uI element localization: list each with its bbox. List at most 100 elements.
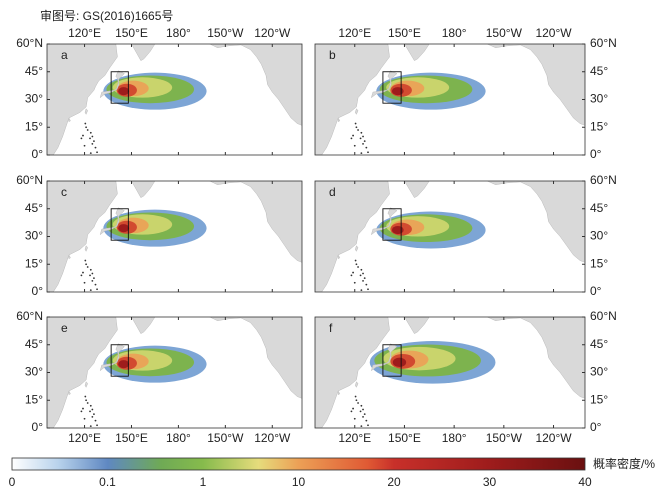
- lat-label: 0°: [590, 284, 602, 298]
- island: [85, 263, 88, 266]
- island: [359, 274, 362, 277]
- colorbar-tick-label: 1: [200, 475, 207, 489]
- land: [404, 44, 430, 61]
- colorbar-tick-label: 0: [9, 475, 16, 489]
- island: [350, 137, 353, 140]
- map-panel: [47, 317, 302, 428]
- lat-label: 60°N: [16, 36, 43, 50]
- map-panel: [47, 181, 302, 292]
- land: [337, 117, 341, 123]
- island: [96, 288, 98, 291]
- approval-number: 审图号: GS(2016)1665号: [40, 8, 173, 23]
- land: [354, 108, 359, 115]
- island: [86, 266, 89, 268]
- lon-label: 150°W: [207, 26, 244, 40]
- colorbar-tick-label: 10: [292, 475, 306, 489]
- lon-label: 180°: [442, 431, 467, 445]
- island: [93, 413, 95, 416]
- land: [131, 181, 156, 198]
- source-box: [382, 71, 402, 104]
- island: [89, 137, 91, 140]
- probability-region: [392, 87, 404, 96]
- island: [362, 408, 364, 411]
- lon-label: 120°W: [254, 431, 291, 445]
- lat-label: 0°: [590, 420, 602, 434]
- island: [93, 277, 95, 280]
- land: [47, 44, 118, 155]
- island: [360, 152, 363, 155]
- land: [99, 343, 125, 372]
- lat-label: 60°N: [590, 309, 617, 323]
- island: [91, 272, 94, 275]
- island: [357, 266, 359, 268]
- island: [89, 289, 92, 292]
- lat-label: 15°: [25, 256, 43, 270]
- island: [359, 410, 362, 413]
- land: [487, 44, 585, 126]
- lon-label: 120°W: [254, 26, 291, 40]
- colorbar-tick-label: 20: [387, 475, 401, 489]
- map-panel: [315, 44, 585, 155]
- land: [487, 317, 585, 399]
- island: [86, 402, 89, 404]
- land: [209, 181, 302, 263]
- lon-label: 120°E: [68, 26, 101, 40]
- island: [91, 280, 94, 282]
- lat-label: 45°: [25, 337, 43, 351]
- island: [89, 410, 91, 413]
- island: [82, 271, 84, 274]
- island: [89, 268, 92, 271]
- island: [355, 263, 358, 266]
- island: [350, 410, 353, 413]
- lat-label: 60°N: [16, 173, 43, 187]
- island: [352, 407, 354, 410]
- lon-label: 150°E: [115, 431, 148, 445]
- source-box: [110, 71, 129, 104]
- island: [365, 419, 368, 422]
- island: [94, 283, 97, 286]
- island: [89, 425, 92, 428]
- island: [89, 131, 92, 134]
- land: [68, 117, 71, 123]
- land: [209, 44, 302, 126]
- island: [85, 399, 88, 402]
- map-panel: [315, 317, 585, 428]
- island: [354, 122, 357, 125]
- land: [84, 245, 88, 252]
- island: [355, 126, 358, 129]
- lon-label: 150°W: [207, 431, 244, 445]
- island: [91, 135, 94, 138]
- lat-label: 15°: [25, 392, 43, 406]
- island: [367, 424, 369, 427]
- map-panel: [315, 181, 585, 292]
- island: [91, 408, 94, 411]
- panel-label: d: [329, 185, 336, 199]
- lat-label: 15°: [590, 392, 608, 406]
- island: [353, 144, 356, 147]
- lon-label: 120°E: [338, 431, 371, 445]
- lat-label: 30°: [25, 92, 43, 106]
- lat-label: 60°N: [16, 309, 43, 323]
- panel-label: a: [61, 48, 68, 62]
- lon-label: 150°E: [388, 26, 421, 40]
- island: [355, 399, 358, 402]
- land: [370, 70, 398, 99]
- island: [367, 151, 369, 154]
- island: [352, 134, 354, 137]
- map-panel: [47, 44, 302, 155]
- island: [82, 407, 84, 410]
- probability-region: [118, 87, 130, 96]
- island: [362, 280, 364, 282]
- lat-label: 45°: [25, 201, 43, 215]
- lat-label: 0°: [32, 284, 44, 298]
- colorbar-tick-label: 30: [483, 475, 497, 489]
- lat-label: 0°: [32, 147, 44, 161]
- lat-label: 45°: [590, 337, 608, 351]
- land: [370, 343, 398, 372]
- panel-label: b: [329, 48, 336, 62]
- island: [89, 274, 91, 277]
- island: [85, 126, 88, 129]
- lon-label: 120°W: [535, 431, 572, 445]
- lon-label: 120°W: [535, 26, 572, 40]
- island: [96, 151, 98, 154]
